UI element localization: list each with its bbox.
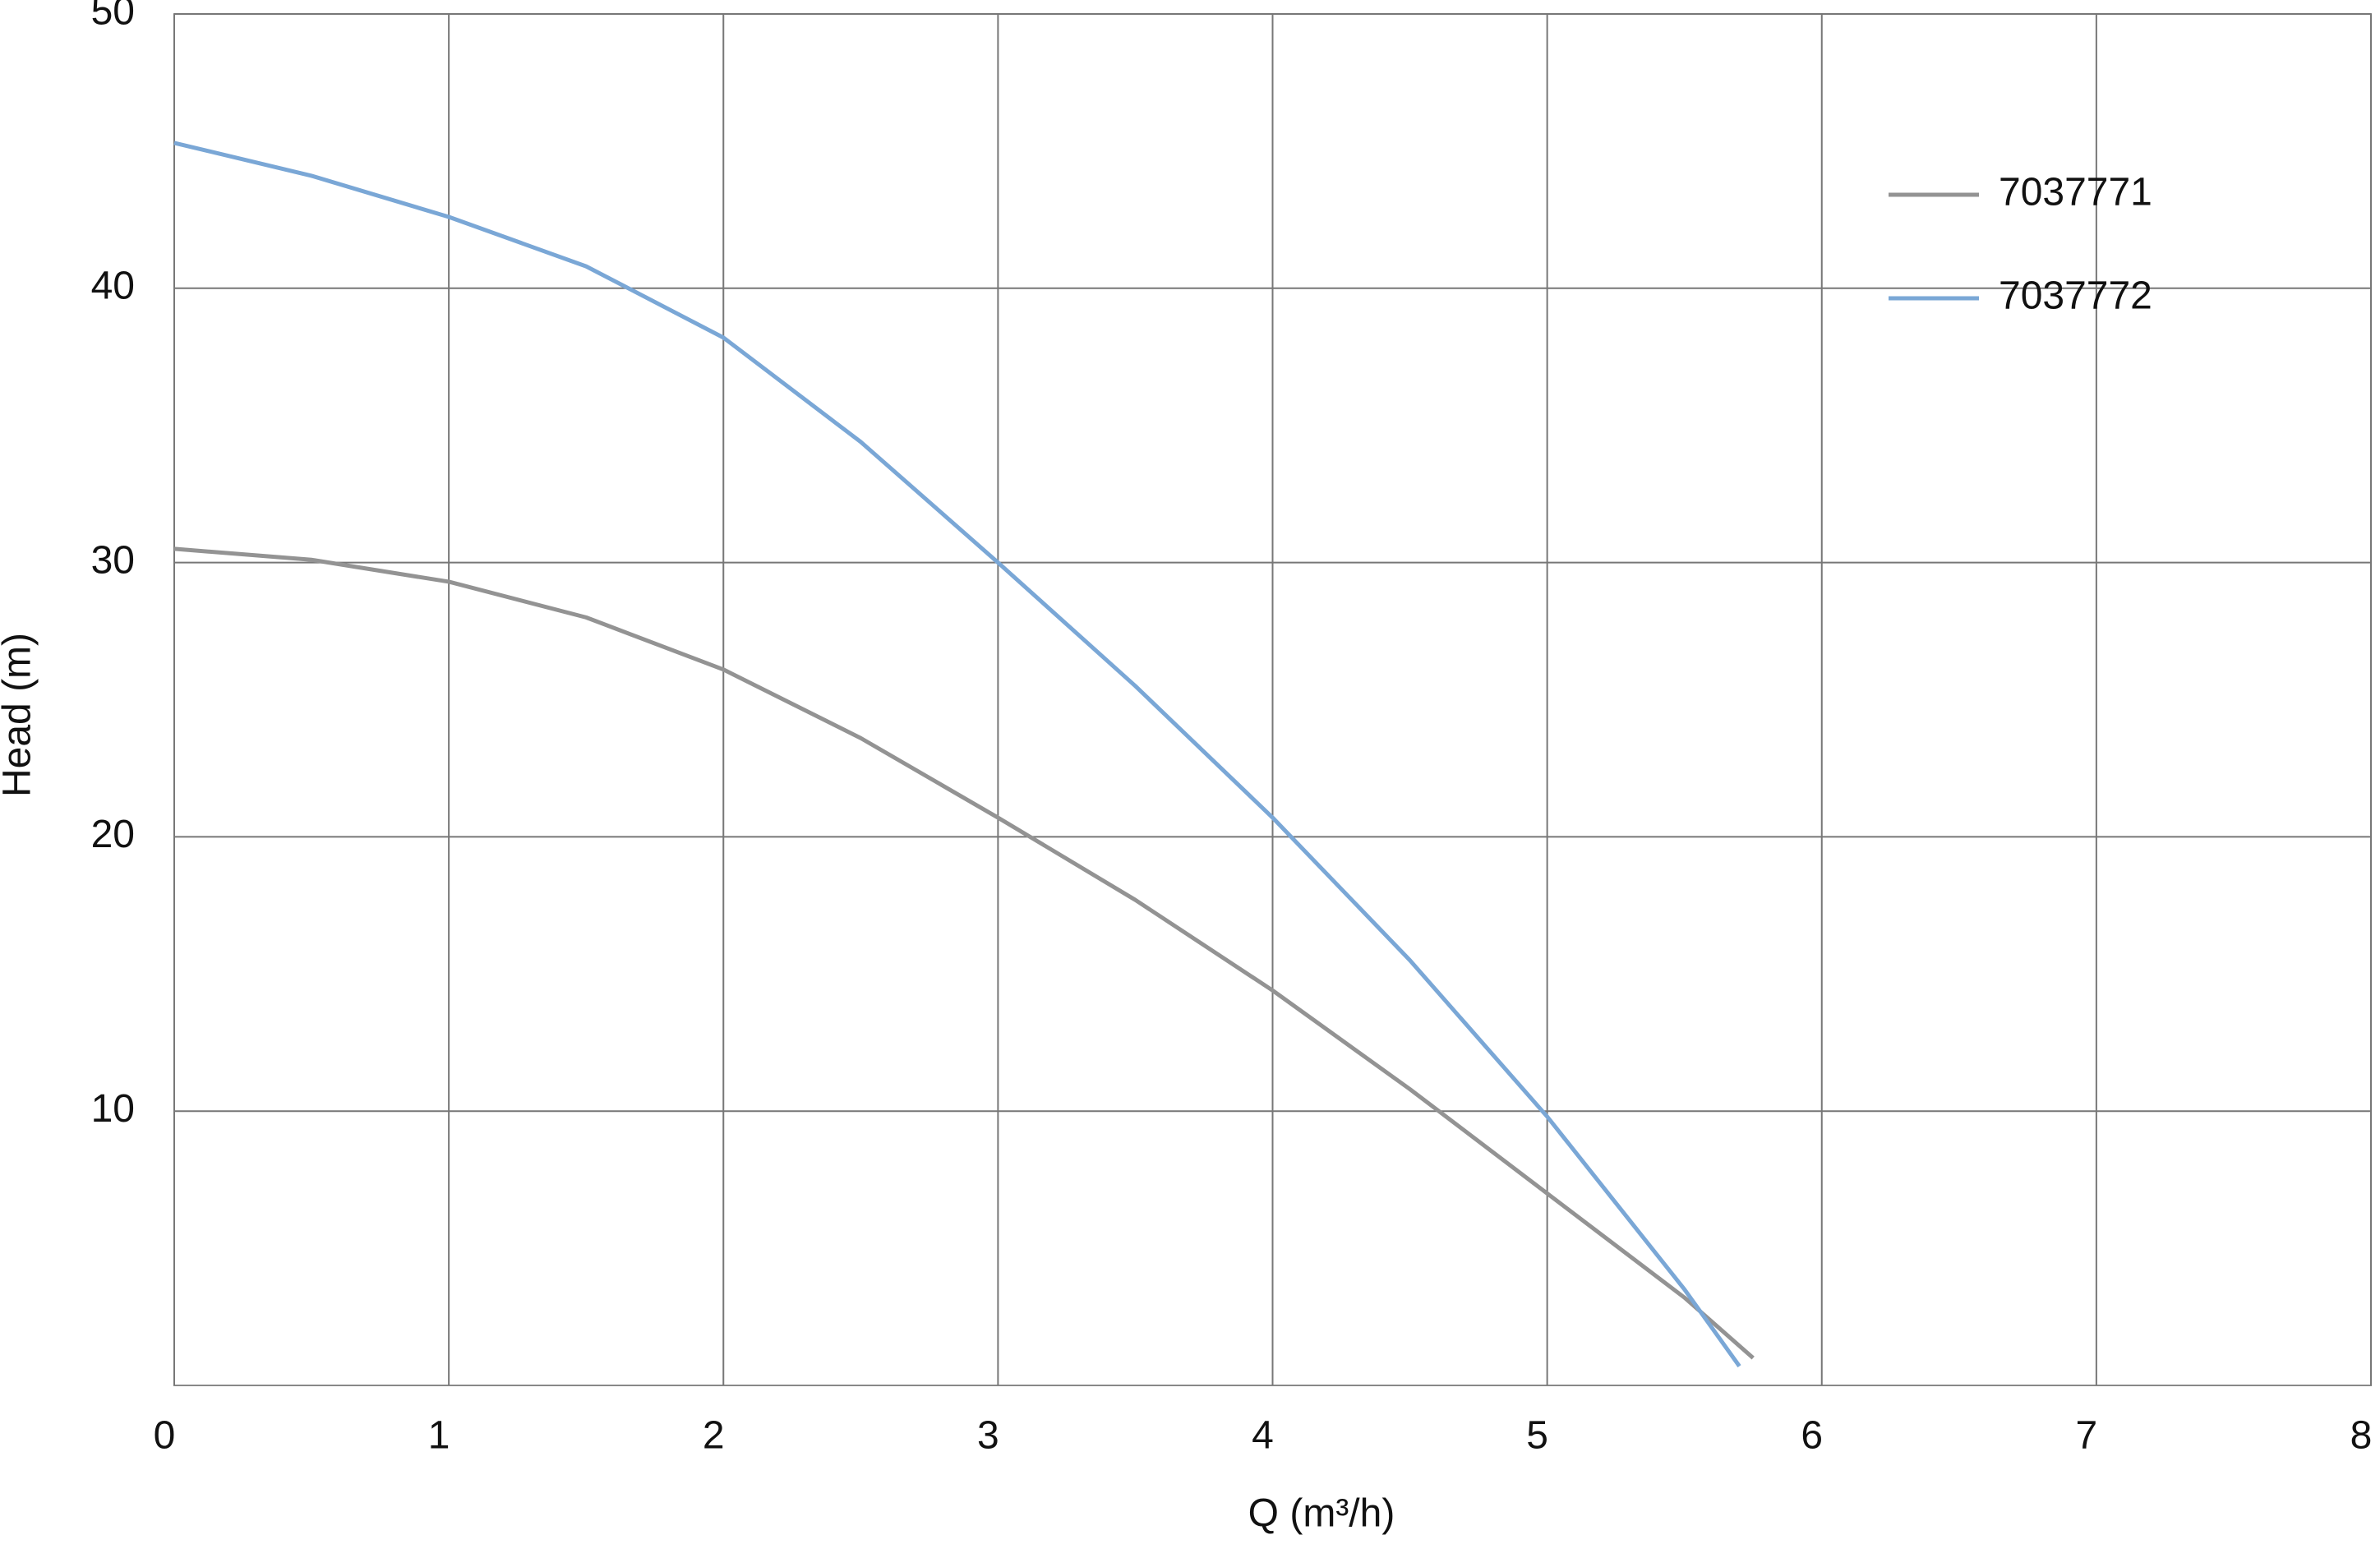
series-line bbox=[173, 141, 1741, 1368]
x-tick-label: 6 bbox=[1801, 1414, 1823, 1458]
legend-label: 7037771 bbox=[1999, 171, 2152, 214]
y-tick-label: 50 bbox=[91, 0, 135, 34]
x-tick-label: 4 bbox=[1252, 1414, 1274, 1458]
x-tick-label: 5 bbox=[1526, 1414, 1548, 1458]
y-tick-label: 30 bbox=[91, 538, 135, 582]
y-tick-label: 40 bbox=[91, 264, 135, 307]
x-tick-label: 0 bbox=[154, 1414, 176, 1458]
x-tick-label: 7 bbox=[2076, 1414, 2098, 1458]
x-tick-label: 1 bbox=[428, 1414, 450, 1458]
legend-label: 7037772 bbox=[1999, 274, 2152, 318]
y-tick-label: 10 bbox=[91, 1087, 135, 1131]
x-tick-label: 8 bbox=[2350, 1414, 2373, 1458]
y-axis-label: Head (m) bbox=[0, 633, 39, 797]
x-axis-label: Q (m³/h) bbox=[1248, 1492, 1395, 1536]
x-tick-label: 2 bbox=[703, 1414, 725, 1458]
x-tick-label: 3 bbox=[977, 1414, 999, 1458]
series-line bbox=[173, 546, 1755, 1360]
y-tick-label: 20 bbox=[91, 813, 135, 856]
